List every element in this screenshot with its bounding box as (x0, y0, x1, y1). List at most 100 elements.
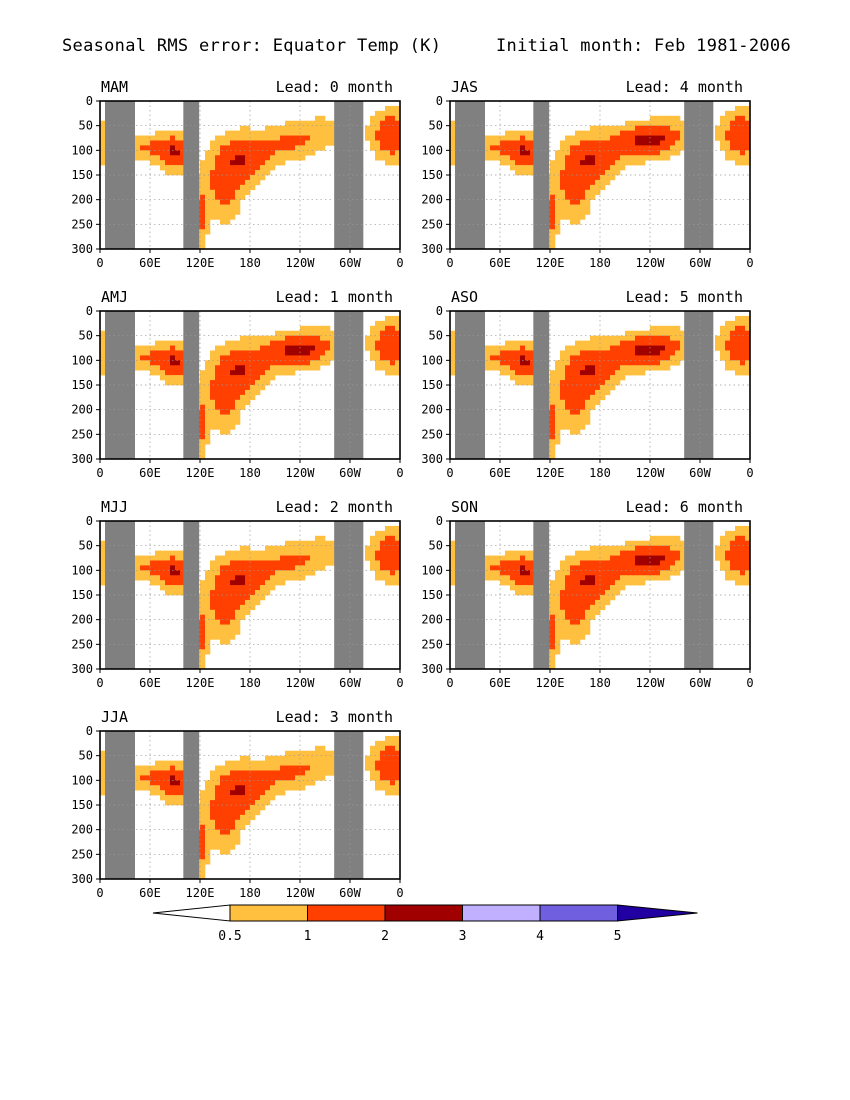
field-cell (375, 325, 381, 332)
field-cell (560, 629, 566, 635)
field-cell (180, 775, 186, 781)
field-cell (205, 224, 211, 230)
field-cell (230, 575, 236, 581)
field-cell (635, 125, 641, 131)
field-cell (280, 560, 286, 566)
field-cell (590, 175, 596, 181)
field-cell (160, 375, 166, 381)
field-cell (265, 360, 271, 366)
field-cell (500, 365, 506, 371)
field-cell (230, 199, 236, 205)
field-cell (645, 340, 651, 346)
field-cell (670, 120, 676, 126)
field-cell (560, 599, 566, 606)
field-cell (390, 735, 396, 742)
x-tick-label: 60E (139, 886, 161, 900)
field-cell (595, 189, 601, 196)
field-cell (265, 785, 271, 791)
field-cell (215, 199, 221, 205)
field-cell (155, 365, 161, 371)
field-cell (515, 590, 521, 596)
field-cell (595, 140, 601, 146)
field-cell (550, 399, 556, 406)
colorbar-label: 4 (536, 929, 544, 944)
field-cell (610, 335, 616, 341)
field-cell (290, 545, 296, 551)
field-cell (215, 214, 221, 220)
field-cell (240, 150, 246, 156)
field-cell (265, 160, 271, 166)
field-cell (250, 380, 256, 386)
field-cell (450, 550, 456, 556)
field-cell (600, 335, 606, 341)
field-cell (295, 345, 301, 351)
field-cell (610, 140, 616, 146)
field-cell (255, 585, 261, 591)
field-cell (580, 199, 586, 205)
field-cell (550, 624, 556, 630)
field-cell (505, 370, 511, 376)
field-cell (740, 365, 746, 371)
panel-season-label: AMJ (101, 288, 128, 306)
field-cell (550, 165, 556, 171)
field-cell (305, 130, 311, 136)
field-cell (550, 664, 556, 670)
field-cell (675, 565, 681, 571)
colorbar-swatch (229, 904, 308, 922)
field-cell (380, 555, 386, 561)
field-cell (245, 555, 251, 561)
field-cell (555, 165, 561, 171)
field-cell (670, 545, 676, 551)
field-cell (170, 780, 176, 786)
field-cell (505, 365, 511, 371)
field-cell (235, 819, 241, 826)
field-cell (585, 355, 591, 361)
field-cell (225, 570, 231, 576)
field-cell (320, 540, 326, 546)
field-cell (240, 340, 246, 346)
field-cell (170, 790, 176, 796)
panel-jja: 0 60E 120E 180 120W 60W 0050100150200250300JJA… (71, 708, 403, 900)
field-cell (290, 575, 296, 581)
field-cell (615, 140, 621, 146)
field-cell (320, 345, 326, 351)
field-cell (265, 765, 271, 771)
field-cell (605, 145, 611, 151)
field-cell (745, 540, 751, 546)
field-cell (740, 575, 746, 581)
field-cell (560, 619, 566, 625)
field-cell (620, 545, 626, 551)
field-cell (225, 365, 231, 371)
field-cell (565, 414, 571, 420)
field-cell (510, 155, 516, 161)
y-tick-label: 300 (71, 662, 93, 676)
field-cell (240, 555, 246, 561)
field-cell (210, 389, 216, 396)
field-cell (620, 360, 626, 366)
field-cell (200, 234, 206, 240)
field-cell (155, 565, 161, 571)
field-cell (585, 189, 591, 196)
field-cell (235, 409, 241, 415)
field-cell (365, 130, 371, 136)
field-cell (295, 565, 301, 571)
field-cell (730, 135, 736, 141)
field-cell (250, 165, 256, 171)
field-cell (570, 194, 576, 200)
field-cell (375, 115, 381, 122)
field-cell (500, 135, 506, 141)
field-cell (215, 595, 221, 601)
field-cell (175, 585, 181, 591)
field-cell (660, 150, 666, 156)
field-cell (200, 454, 206, 460)
field-cell (180, 800, 186, 806)
field-cell (635, 565, 641, 571)
field-cell (305, 570, 311, 576)
field-cell (235, 385, 241, 391)
field-cell (585, 409, 591, 415)
field-cell (250, 145, 256, 151)
field-cell (585, 130, 591, 136)
field-cell (515, 380, 521, 386)
field-cell (245, 335, 251, 341)
field-cell (580, 355, 586, 361)
